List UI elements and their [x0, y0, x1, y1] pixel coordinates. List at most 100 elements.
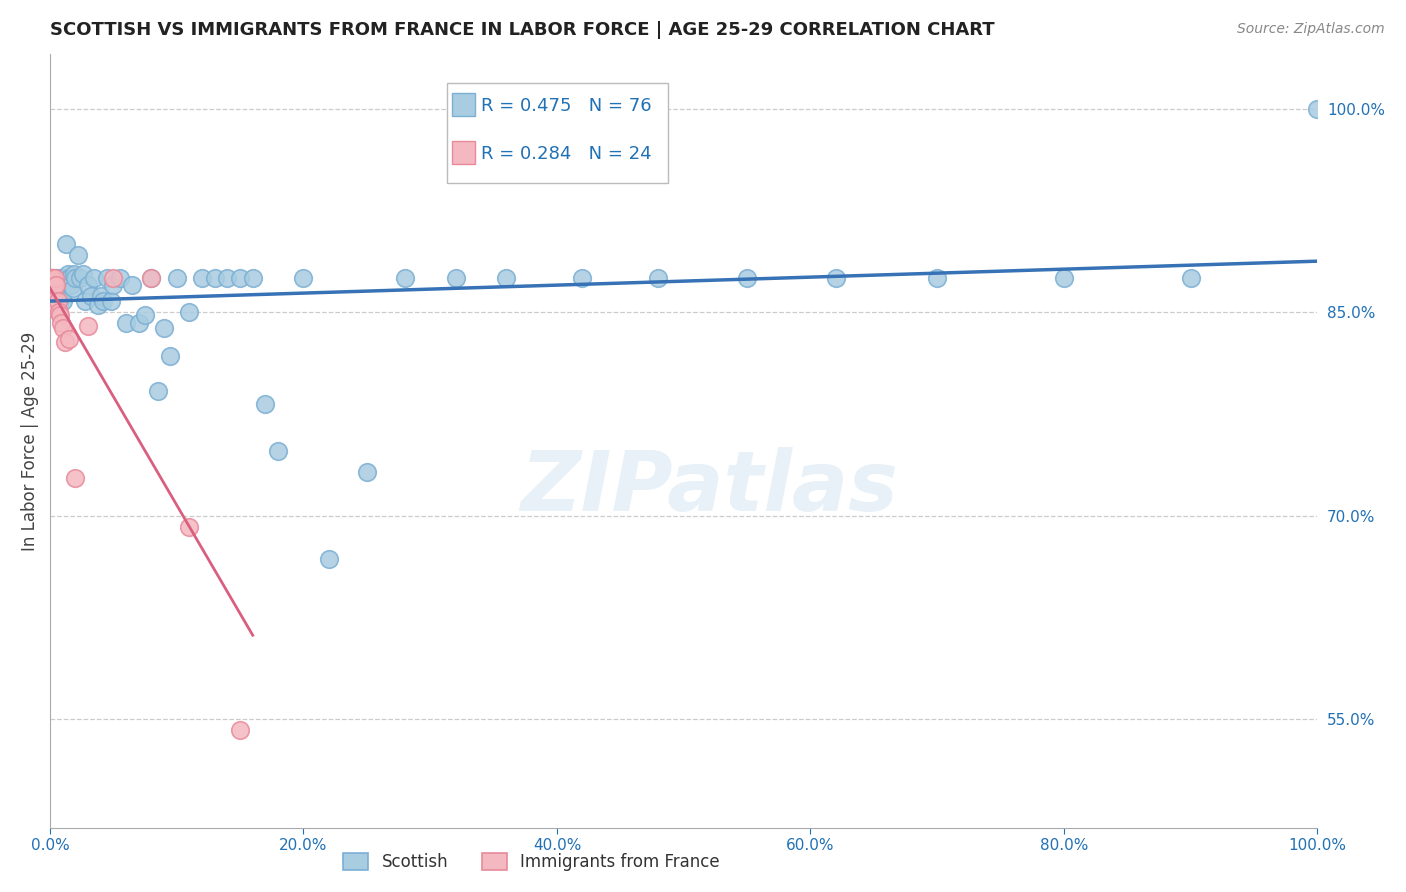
Point — [495, 271, 517, 285]
Text: SCOTTISH VS IMMIGRANTS FROM FRANCE IN LABOR FORCE | AGE 25-29 CORRELATION CHART: SCOTTISH VS IMMIGRANTS FROM FRANCE IN LA… — [51, 21, 994, 39]
Point — [41, 294, 63, 309]
Point — [1306, 102, 1329, 116]
Text: Source: ZipAtlas.com: Source: ZipAtlas.com — [1237, 22, 1385, 37]
Point — [318, 552, 340, 566]
Point — [39, 289, 62, 303]
Point — [62, 281, 84, 295]
Point — [42, 278, 65, 293]
Point — [51, 316, 73, 330]
Point — [39, 271, 62, 285]
Point — [267, 443, 290, 458]
Point — [571, 271, 593, 285]
Point — [48, 289, 70, 303]
Point — [65, 471, 87, 485]
Point — [41, 271, 63, 285]
Point — [115, 316, 138, 330]
Point — [100, 294, 122, 309]
Point — [44, 271, 66, 285]
Point — [927, 271, 949, 285]
Point — [91, 294, 114, 309]
Point — [229, 723, 252, 738]
Point — [41, 289, 63, 303]
Point — [46, 271, 69, 285]
Point — [75, 294, 97, 309]
Point — [103, 278, 125, 293]
Point — [52, 294, 75, 309]
Point — [52, 271, 75, 285]
Point — [45, 289, 67, 303]
Point — [83, 271, 105, 285]
Point — [45, 271, 67, 285]
Point — [179, 519, 201, 533]
Point — [444, 271, 467, 285]
Point — [53, 334, 76, 349]
Point — [159, 349, 181, 363]
Point — [51, 289, 73, 303]
Point — [292, 271, 315, 285]
Point — [217, 271, 239, 285]
Point — [179, 305, 201, 319]
Point — [96, 271, 118, 285]
Text: ZIPatlas: ZIPatlas — [520, 447, 898, 528]
Point — [229, 271, 252, 285]
Y-axis label: In Labor Force | Age 25-29: In Labor Force | Age 25-29 — [21, 332, 39, 550]
Point — [191, 271, 214, 285]
Point — [45, 278, 67, 293]
Point — [204, 271, 226, 285]
Point — [39, 294, 62, 309]
Point — [39, 271, 62, 285]
Text: R = 0.475   N = 76: R = 0.475 N = 76 — [481, 89, 651, 107]
Point — [63, 267, 86, 281]
Point — [1053, 271, 1076, 285]
Point — [49, 308, 72, 322]
Point — [121, 278, 143, 293]
Point — [141, 271, 163, 285]
Point — [735, 271, 758, 285]
Point — [166, 271, 188, 285]
Point — [134, 308, 156, 322]
Point — [153, 321, 176, 335]
Point — [90, 289, 112, 303]
Point — [52, 321, 75, 335]
FancyBboxPatch shape — [447, 83, 668, 184]
Point — [77, 318, 100, 333]
Point — [46, 294, 69, 309]
Point — [77, 278, 100, 293]
Point — [58, 271, 80, 285]
Point — [103, 271, 125, 285]
Point — [49, 271, 72, 285]
Point — [65, 271, 87, 285]
Point — [56, 267, 79, 281]
Point — [48, 305, 70, 319]
Point — [48, 278, 70, 293]
Point — [46, 294, 69, 309]
Point — [49, 294, 72, 309]
Point — [146, 384, 169, 398]
Text: R = 0.475   N = 76: R = 0.475 N = 76 — [481, 97, 651, 115]
Point — [59, 271, 82, 285]
Point — [647, 271, 669, 285]
Text: R = 0.284   N = 24: R = 0.284 N = 24 — [481, 139, 651, 157]
Text: R = 0.284   N = 24: R = 0.284 N = 24 — [481, 145, 651, 163]
Point — [42, 289, 65, 303]
Point — [53, 271, 76, 285]
Point — [87, 298, 110, 312]
Point — [69, 271, 91, 285]
Point — [254, 397, 277, 411]
Point — [108, 271, 131, 285]
FancyBboxPatch shape — [451, 93, 475, 116]
Point — [39, 289, 62, 303]
Point — [394, 271, 416, 285]
Point — [79, 289, 101, 303]
Point — [66, 248, 89, 262]
Legend: Scottish, Immigrants from France: Scottish, Immigrants from France — [337, 847, 727, 878]
Point — [39, 271, 62, 285]
Point — [1180, 271, 1202, 285]
Point — [128, 316, 150, 330]
Point — [242, 271, 264, 285]
Point — [52, 271, 75, 285]
Point — [356, 466, 378, 480]
Point — [60, 278, 83, 293]
Point — [58, 332, 80, 346]
Point — [41, 281, 63, 295]
